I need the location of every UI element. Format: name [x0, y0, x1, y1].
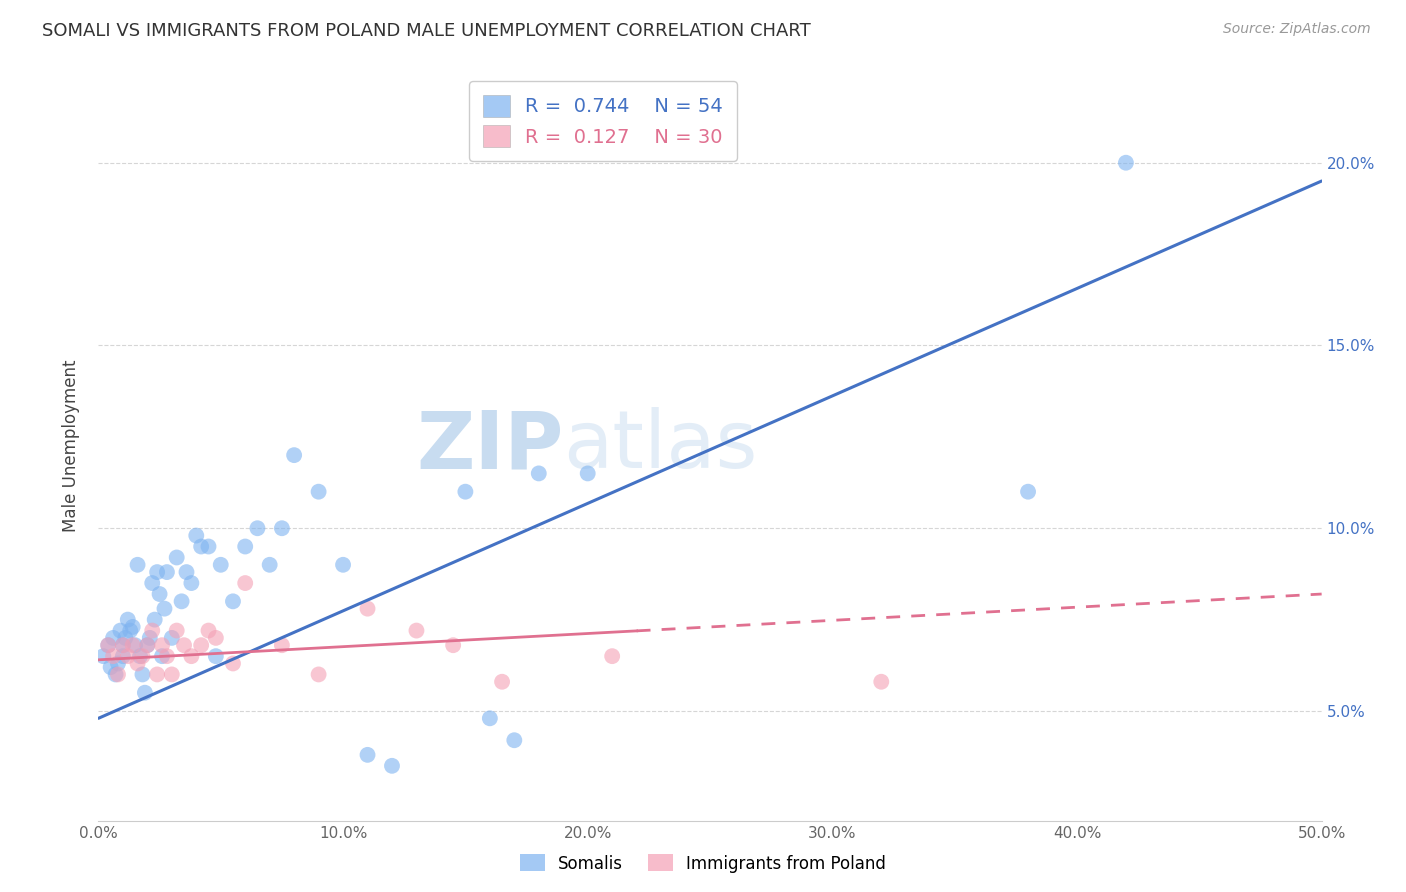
Point — [156, 649, 179, 664]
Point — [356, 747, 378, 762]
Point — [121, 620, 143, 634]
Point — [101, 649, 124, 664]
Y-axis label: Male Unemployment: Male Unemployment — [62, 359, 80, 533]
Point — [576, 467, 599, 481]
Point — [107, 667, 129, 681]
Point — [97, 638, 120, 652]
Point — [117, 649, 139, 664]
Point — [166, 550, 188, 565]
Point — [332, 558, 354, 572]
Point — [160, 631, 183, 645]
Point — [153, 601, 176, 615]
Point — [107, 657, 129, 671]
Point — [205, 649, 228, 664]
Point — [190, 638, 212, 652]
Point — [270, 521, 294, 535]
Point — [205, 631, 228, 645]
Legend: R =  0.744    N = 54, R =  0.127    N = 30: R = 0.744 N = 54, R = 0.127 N = 30 — [470, 81, 737, 161]
Point — [156, 565, 179, 579]
Point — [127, 558, 149, 572]
Point — [101, 631, 124, 645]
Point — [1115, 155, 1137, 169]
Text: atlas: atlas — [564, 407, 758, 485]
Point — [491, 674, 513, 689]
Point — [139, 631, 162, 645]
Point — [870, 674, 893, 689]
Text: Source: ZipAtlas.com: Source: ZipAtlas.com — [1223, 22, 1371, 37]
Point — [166, 624, 188, 638]
Point — [131, 649, 153, 664]
Point — [170, 594, 193, 608]
Point — [91, 649, 114, 664]
Point — [114, 631, 136, 645]
Point — [600, 649, 623, 664]
Point — [117, 613, 139, 627]
Point — [233, 576, 256, 591]
Point — [143, 613, 166, 627]
Point — [1017, 484, 1039, 499]
Point — [141, 576, 163, 591]
Point — [356, 601, 378, 615]
Point — [186, 528, 208, 542]
Point — [97, 638, 120, 652]
Point — [197, 624, 219, 638]
Point — [527, 467, 550, 481]
Point — [110, 624, 132, 638]
Point — [176, 565, 198, 579]
Point — [180, 576, 202, 591]
Point — [146, 565, 169, 579]
Point — [209, 558, 232, 572]
Point — [134, 686, 156, 700]
Text: SOMALI VS IMMIGRANTS FROM POLAND MALE UNEMPLOYMENT CORRELATION CHART: SOMALI VS IMMIGRANTS FROM POLAND MALE UN… — [42, 22, 811, 40]
Point — [478, 711, 501, 725]
Point — [405, 624, 427, 638]
Point — [146, 667, 169, 681]
Point — [222, 594, 245, 608]
Point — [441, 638, 464, 652]
Point — [127, 657, 149, 671]
Point — [149, 587, 172, 601]
Point — [121, 638, 143, 652]
Point — [104, 667, 127, 681]
Point — [197, 540, 219, 554]
Point — [141, 624, 163, 638]
Point — [503, 733, 526, 747]
Point — [308, 667, 330, 681]
Point — [381, 759, 404, 773]
Point — [246, 521, 269, 535]
Point — [180, 649, 202, 664]
Legend: Somalis, Immigrants from Poland: Somalis, Immigrants from Poland — [513, 847, 893, 880]
Point — [190, 540, 212, 554]
Point — [222, 657, 245, 671]
Point — [454, 484, 477, 499]
Point — [150, 649, 173, 664]
Point — [111, 638, 134, 652]
Point — [270, 638, 294, 652]
Point — [173, 638, 195, 652]
Point — [136, 638, 159, 652]
Point — [283, 448, 305, 462]
Point — [124, 638, 146, 652]
Point — [111, 649, 134, 664]
Point — [308, 484, 330, 499]
Point — [100, 660, 122, 674]
Point — [131, 667, 153, 681]
Point — [136, 638, 159, 652]
Point — [160, 667, 183, 681]
Point — [150, 638, 173, 652]
Point — [233, 540, 256, 554]
Point — [129, 649, 152, 664]
Point — [120, 624, 142, 638]
Point — [111, 638, 134, 652]
Text: ZIP: ZIP — [416, 407, 564, 485]
Point — [259, 558, 281, 572]
